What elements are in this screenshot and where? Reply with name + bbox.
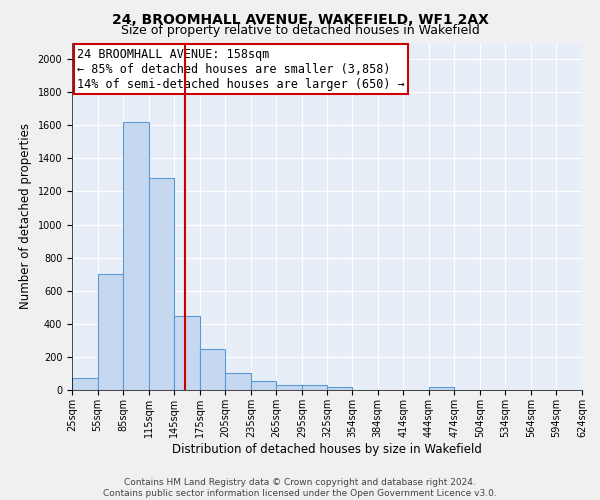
Text: Size of property relative to detached houses in Wakefield: Size of property relative to detached ho…	[121, 24, 479, 37]
Text: 24 BROOMHALL AVENUE: 158sqm
← 85% of detached houses are smaller (3,858)
14% of : 24 BROOMHALL AVENUE: 158sqm ← 85% of det…	[77, 48, 405, 90]
Bar	[149, 178, 174, 390]
Bar	[302, 385, 328, 390]
Bar	[200, 348, 225, 390]
Bar	[429, 386, 454, 390]
Y-axis label: Number of detached properties: Number of detached properties	[19, 123, 32, 309]
Text: Contains HM Land Registry data © Crown copyright and database right 2024.
Contai: Contains HM Land Registry data © Crown c…	[103, 478, 497, 498]
Bar	[174, 316, 200, 390]
Bar	[328, 386, 352, 390]
Bar	[123, 122, 149, 390]
Bar	[72, 378, 98, 390]
Bar	[251, 381, 277, 390]
Bar	[98, 274, 123, 390]
X-axis label: Distribution of detached houses by size in Wakefield: Distribution of detached houses by size …	[172, 442, 482, 456]
Bar	[277, 385, 302, 390]
Bar	[225, 374, 251, 390]
Text: 24, BROOMHALL AVENUE, WAKEFIELD, WF1 2AX: 24, BROOMHALL AVENUE, WAKEFIELD, WF1 2AX	[112, 12, 488, 26]
